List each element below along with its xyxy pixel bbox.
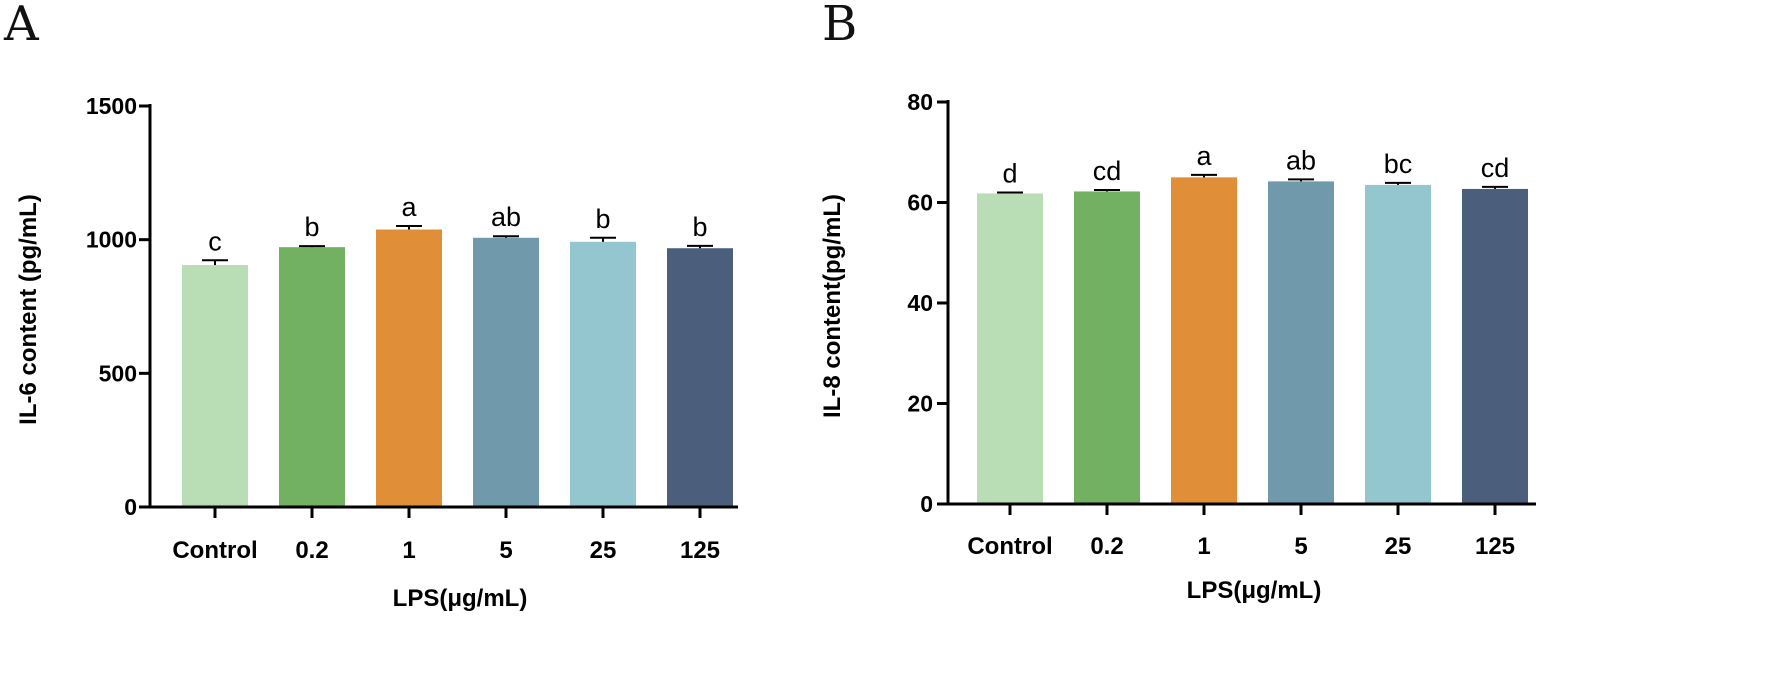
bar: [473, 237, 539, 507]
bar: [1365, 184, 1431, 504]
y-tick-label: 40: [907, 290, 933, 316]
significance-label: a: [401, 192, 417, 222]
bar: [667, 248, 733, 508]
x-tick-label: Control: [967, 533, 1052, 560]
y-tick-label: 1000: [86, 227, 137, 253]
y-tick-label: 20: [907, 391, 933, 417]
y-tick-label: 1500: [86, 93, 137, 119]
x-tick-label: 5: [1294, 533, 1307, 560]
y-tick-label: 0: [124, 494, 137, 520]
significance-label: b: [692, 212, 707, 242]
x-tick-label: 125: [680, 537, 720, 564]
x-tick-label: 25: [590, 537, 617, 564]
x-tick-label: 0.2: [295, 537, 328, 564]
chart-panel-a: A c Control b 0.2 a 1 ab 5 b 25 b 125 0 500 1000 1500 IL…: [3, 0, 738, 612]
significance-label: c: [208, 226, 222, 256]
bar: [1268, 181, 1334, 504]
y-tick-label: 0: [920, 491, 933, 517]
significance-label: a: [1196, 141, 1212, 171]
significance-label: ab: [491, 202, 521, 232]
chart-panel-b: B d Control cd 0.2 a 1 ab 5 bc 25 cd 125 0 20 40 60 80 IL…: [819, 0, 1536, 604]
y-axis-title: IL-6 content (pg/mL): [15, 194, 42, 425]
bar: [977, 193, 1043, 504]
significance-label: cd: [1481, 153, 1510, 183]
bar: [1462, 188, 1528, 504]
x-axis-title: LPS(μg/mL): [393, 585, 528, 612]
bar: [376, 229, 442, 507]
y-axis-title: IL-8 content(pg/mL): [819, 194, 846, 418]
panel-letter-a: A: [3, 0, 40, 52]
significance-label: bc: [1384, 149, 1413, 179]
x-tick-label: 1: [1197, 533, 1210, 560]
bar: [1171, 177, 1237, 504]
x-axis-title: LPS(μg/mL): [1187, 577, 1322, 604]
y-tick-label: 60: [907, 190, 933, 216]
significance-label: b: [304, 212, 319, 242]
significance-label: d: [1002, 158, 1017, 188]
x-tick-label: 125: [1475, 533, 1515, 560]
bar: [570, 241, 636, 507]
significance-label: b: [595, 204, 610, 234]
bar: [182, 265, 248, 507]
x-tick-label: 1: [402, 537, 415, 564]
y-tick-label: 500: [99, 360, 137, 386]
x-tick-label: 0.2: [1090, 533, 1123, 560]
x-tick-label: Control: [172, 537, 257, 564]
significance-label: cd: [1093, 156, 1122, 186]
y-tick-label: 80: [907, 89, 933, 115]
bar: [279, 247, 345, 508]
panel-letter-b: B: [822, 0, 857, 52]
significance-label: ab: [1286, 145, 1316, 175]
bar: [1074, 191, 1140, 504]
x-tick-label: 5: [499, 537, 512, 564]
x-tick-label: 25: [1385, 533, 1412, 560]
